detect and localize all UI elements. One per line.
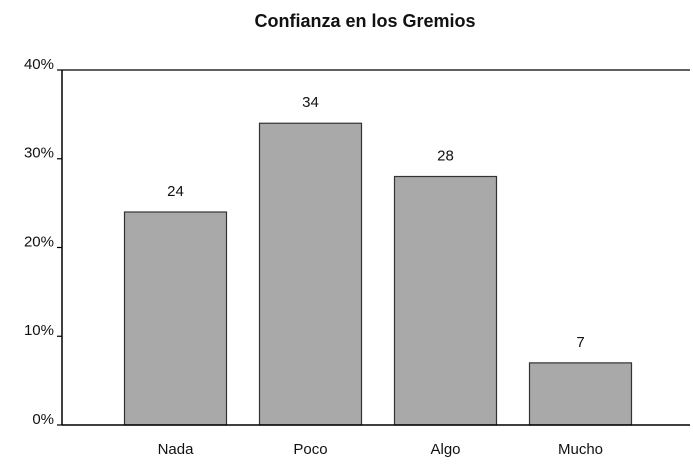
y-tick-label: 10% [24,322,54,339]
y-tick-label: 40% [24,56,54,73]
y-tick-label: 30% [24,145,54,162]
bar [258,122,363,426]
y-tick-label: 0% [32,411,54,428]
value-label: 28 [437,147,454,164]
value-label: 24 [167,183,184,200]
value-label: 34 [302,94,319,111]
bar [528,362,633,426]
y-tick-label: 20% [24,233,54,250]
chart-title: Confianza en los Gremios [254,11,475,31]
x-tick-label: Nada [158,441,195,458]
bar [393,175,498,426]
bar [123,211,228,426]
x-tick-label: Poco [293,441,327,458]
x-tick-label: Mucho [558,441,603,458]
x-tick-label: Algo [430,441,460,458]
value-label: 7 [576,334,584,351]
